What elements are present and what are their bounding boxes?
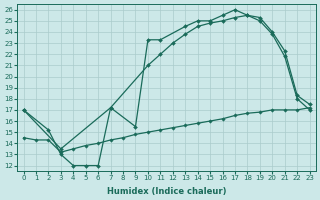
X-axis label: Humidex (Indice chaleur): Humidex (Indice chaleur) — [107, 187, 226, 196]
